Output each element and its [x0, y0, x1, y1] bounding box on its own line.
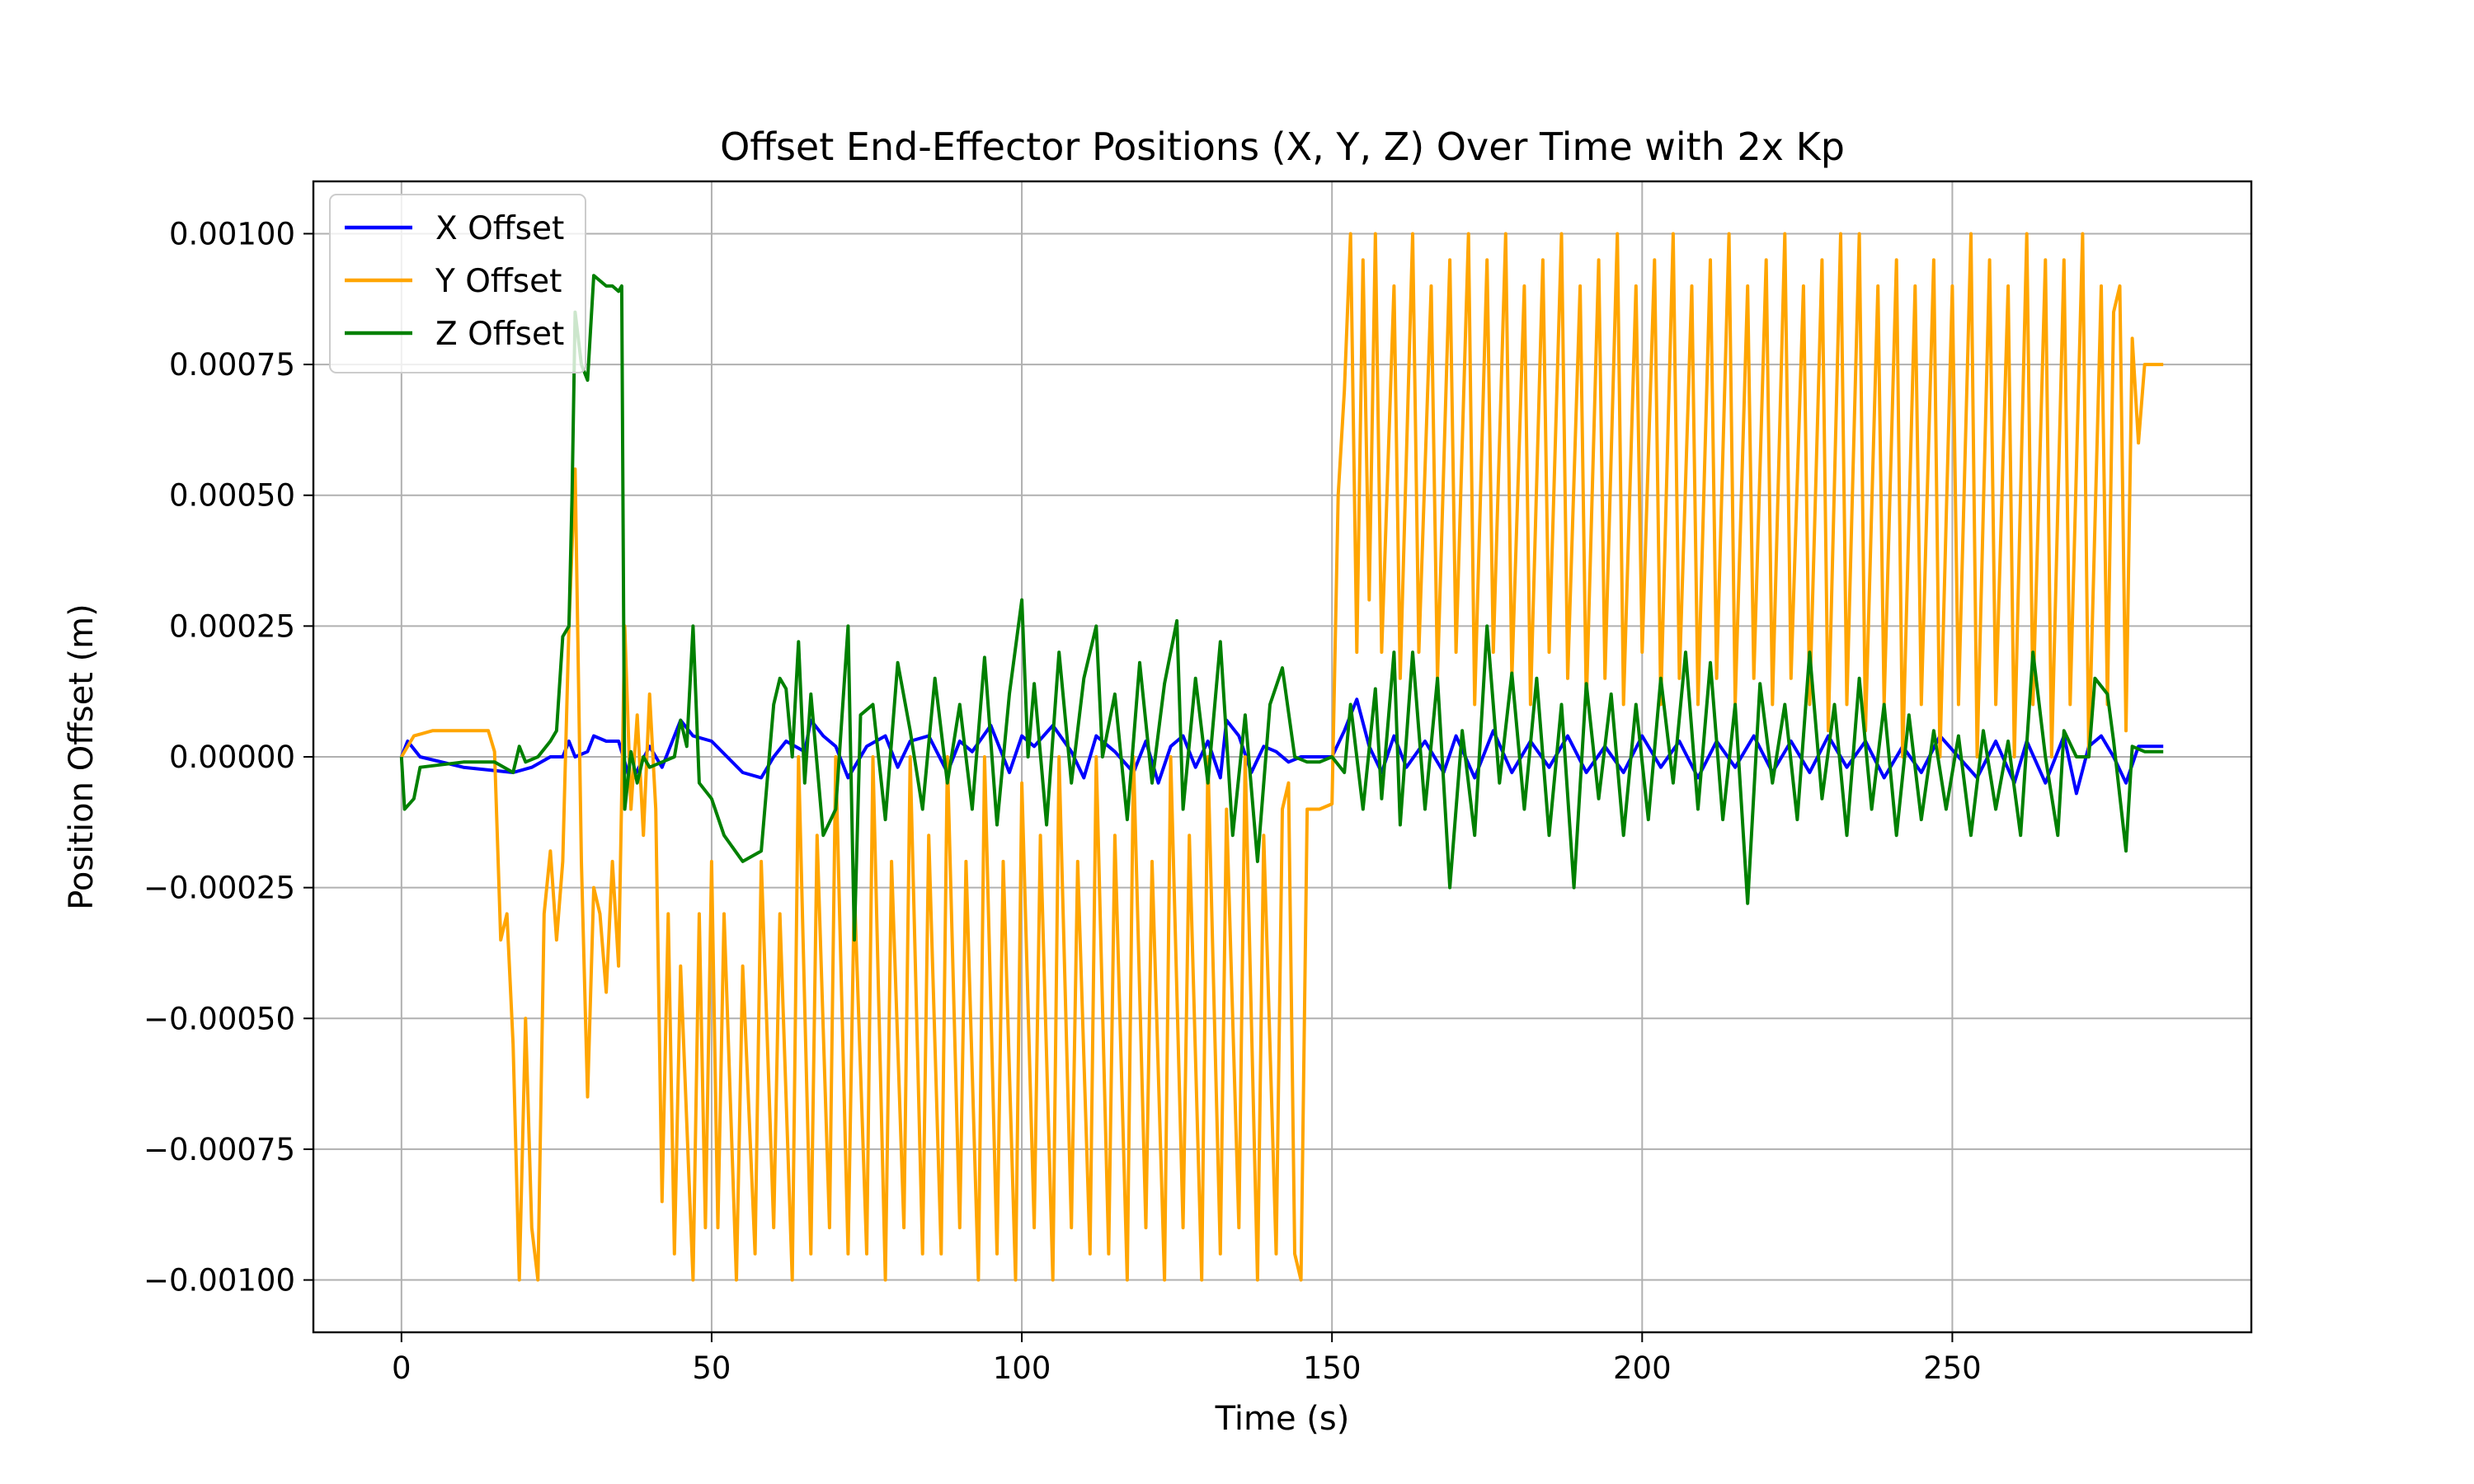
x-axis-label: Time (s)	[1215, 1400, 1350, 1438]
axis-ticks: 0 50 100 150 200 250 −0.00100 −0.00075 −0.00050 −…	[143, 216, 1982, 1386]
legend-label: Z Offset	[435, 316, 564, 353]
series-line-z-offset	[399, 274, 2164, 942]
x-tick-label: 150	[1303, 1350, 1362, 1386]
y-tick-label: 0.00075	[169, 347, 295, 383]
y-tick-label: 0.00000	[169, 740, 295, 775]
series-lines	[399, 232, 2164, 1282]
y-tick-label: −0.00050	[143, 1001, 295, 1036]
x-tick-label: 0	[392, 1350, 412, 1386]
y-axis-label: Position Offset (m)	[63, 603, 101, 910]
y-tick-label: 0.00025	[169, 608, 295, 644]
y-tick-label: −0.00100	[143, 1263, 295, 1298]
legend-label: X Offset	[435, 210, 564, 247]
y-tick-label: 0.00100	[169, 216, 295, 251]
legend: X Offset Y Offset Z Offset	[329, 194, 586, 373]
series-line-x-offset	[399, 697, 2164, 796]
series-line-y-offset	[400, 232, 2164, 1282]
chart-title: Offset End-Effector Positions (X, Y, Z) …	[720, 124, 1845, 169]
x-tick-label: 200	[1613, 1350, 1672, 1386]
y-tick-label: −0.00025	[143, 871, 295, 906]
y-tick-label: 0.00050	[169, 478, 295, 514]
legend-box	[329, 194, 586, 373]
x-tick-label: 250	[1923, 1350, 1982, 1386]
y-tick-label: −0.00075	[143, 1132, 295, 1167]
x-tick-label: 100	[993, 1350, 1051, 1386]
legend-label: Y Offset	[435, 263, 562, 300]
x-tick-label: 50	[692, 1350, 731, 1386]
